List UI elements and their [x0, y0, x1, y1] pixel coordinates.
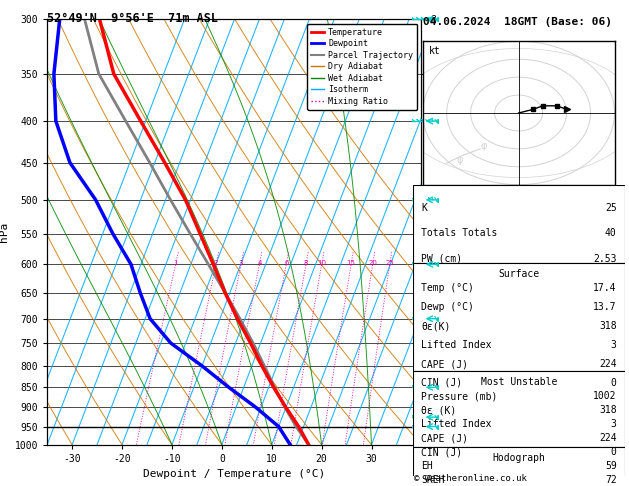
Text: 0: 0 [611, 378, 616, 388]
Text: Temp (°C): Temp (°C) [421, 283, 474, 293]
Text: 3: 3 [611, 419, 616, 429]
Text: 10: 10 [317, 260, 326, 266]
Bar [413, 263, 625, 371]
Text: © weatheronline.co.uk: © weatheronline.co.uk [414, 474, 526, 483]
Text: Dewp (°C): Dewp (°C) [421, 302, 474, 312]
Text: 25: 25 [386, 260, 394, 266]
Text: 52°49'N  9°56'E  71m ASL: 52°49'N 9°56'E 71m ASL [47, 12, 218, 25]
Bar [413, 185, 625, 263]
Text: 2: 2 [214, 260, 218, 266]
Text: 04.06.2024  18GMT (Base: 06): 04.06.2024 18GMT (Base: 06) [423, 17, 611, 27]
Text: CIN (J): CIN (J) [421, 447, 462, 457]
Text: 4: 4 [257, 260, 262, 266]
X-axis label: Dewpoint / Temperature (°C): Dewpoint / Temperature (°C) [143, 469, 325, 479]
Text: 6: 6 [284, 260, 289, 266]
Text: 318: 318 [599, 405, 616, 415]
Text: 8: 8 [304, 260, 308, 266]
Text: 224: 224 [599, 359, 616, 369]
Text: 1: 1 [174, 260, 178, 266]
Text: Lifted Index: Lifted Index [421, 419, 492, 429]
Text: kt: kt [428, 46, 440, 55]
Text: 2.53: 2.53 [593, 254, 616, 264]
Text: SREH: SREH [421, 475, 445, 485]
Text: Hodograph: Hodograph [493, 453, 545, 463]
Text: 1002: 1002 [593, 391, 616, 401]
Text: 13.7: 13.7 [593, 302, 616, 312]
Text: CAPE (J): CAPE (J) [421, 359, 468, 369]
Text: φ: φ [456, 155, 463, 165]
Text: 72: 72 [605, 475, 616, 485]
Text: PW (cm): PW (cm) [421, 254, 462, 264]
Text: θε(K): θε(K) [421, 321, 450, 331]
Text: 59: 59 [605, 461, 616, 471]
Bar [413, 447, 625, 486]
Text: 3: 3 [239, 260, 243, 266]
Y-axis label: hPa: hPa [0, 222, 9, 242]
Legend: Temperature, Dewpoint, Parcel Trajectory, Dry Adiabat, Wet Adiabat, Isotherm, Mi: Temperature, Dewpoint, Parcel Trajectory… [307, 24, 417, 110]
Text: EH: EH [421, 461, 433, 471]
Text: 318: 318 [599, 321, 616, 331]
Text: 224: 224 [599, 433, 616, 443]
Text: LCL: LCL [423, 422, 439, 431]
Text: CIN (J): CIN (J) [421, 378, 462, 388]
Text: φ: φ [481, 141, 487, 151]
Text: Surface: Surface [498, 269, 540, 279]
Text: 20: 20 [368, 260, 377, 266]
Y-axis label: km
ASL: km ASL [439, 223, 460, 241]
Text: 25: 25 [605, 203, 616, 213]
Text: 3: 3 [611, 340, 616, 350]
Text: 40: 40 [605, 228, 616, 238]
Text: θε (K): θε (K) [421, 405, 457, 415]
Text: Pressure (mb): Pressure (mb) [421, 391, 498, 401]
Text: Lifted Index: Lifted Index [421, 340, 492, 350]
Text: 15: 15 [347, 260, 355, 266]
Text: Most Unstable: Most Unstable [481, 377, 557, 387]
Bar [413, 371, 625, 447]
Text: CAPE (J): CAPE (J) [421, 433, 468, 443]
Text: 0: 0 [611, 447, 616, 457]
Text: K: K [421, 203, 427, 213]
Text: Totals Totals: Totals Totals [421, 228, 498, 238]
Text: 17.4: 17.4 [593, 283, 616, 293]
